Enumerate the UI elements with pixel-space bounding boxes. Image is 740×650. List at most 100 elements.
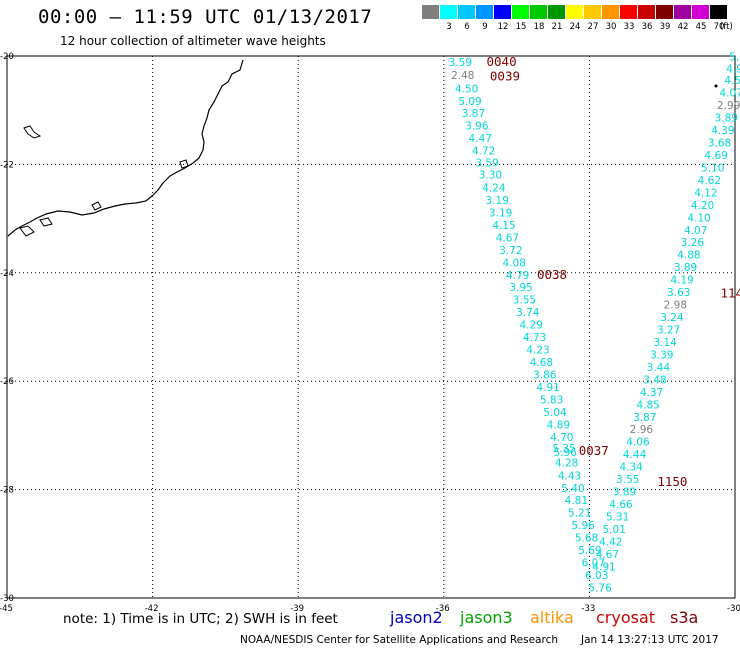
wave-height-value: 3.48 (643, 374, 666, 386)
wave-height-value: 4.23 (526, 345, 549, 357)
lon-tick-label: -33 (581, 604, 595, 614)
legend-label: 39 (659, 22, 671, 32)
wave-height-value: 5.01 (603, 524, 626, 536)
wave-height-value: 3.86 (533, 369, 557, 381)
wave-height-value: 4.73 (523, 332, 546, 344)
wave-height-value: 4.44 (623, 449, 647, 461)
lat-tick-label: -28 (0, 486, 14, 496)
legend-label: 27 (587, 22, 599, 32)
legend-label: 15 (515, 22, 527, 32)
legend-label: 33 (623, 22, 635, 32)
coastline (7, 59, 718, 237)
wave-height-value: 4.20 (691, 200, 714, 212)
pass-time-label: 0039 (490, 68, 520, 83)
legend-swatch (458, 5, 475, 19)
coastline-path (7, 59, 244, 237)
legend-swatch (620, 5, 637, 19)
wave-height-value: 3.59 (449, 57, 472, 69)
wave-height-value: 3.30 (479, 169, 502, 181)
wave-height-value: 4.28 (555, 457, 578, 469)
wave-height-value: 5.10 (701, 162, 724, 174)
wave-height-value: 4.24 (482, 183, 506, 195)
legend-label: 45 (695, 22, 707, 32)
island (91, 201, 102, 211)
wave-height-value: 3.55 (513, 295, 536, 307)
mission-label-altika: altika (530, 608, 574, 627)
legend-swatch (530, 5, 547, 19)
mission-label-s3a: s3a (670, 608, 699, 627)
wave-height-value: 4.67 (596, 549, 619, 561)
legend-unit: (ft) (720, 22, 733, 32)
wave-height-value: 3.95 (509, 282, 532, 294)
legend-swatch (710, 5, 727, 19)
lat-tick-label: -24 (0, 269, 14, 279)
wave-height-value: 4.47 (469, 133, 492, 145)
wave-height-value: 4.15 (492, 220, 515, 232)
wave-height-value: 4.89 (547, 419, 570, 431)
wave-height-value: 3.63 (667, 287, 690, 299)
wave-height-labels: 3.592.484.505.093.873.964.474.723.593.30… (449, 51, 740, 594)
lon-tick-label: -39 (290, 604, 304, 614)
wave-height-value: 5.04 (543, 407, 567, 419)
wave-height-value: 4.72 (472, 146, 495, 158)
legend-label: 42 (677, 22, 689, 32)
wave-height-value: 3.89 (613, 487, 636, 499)
wave-height-value: 3.55 (616, 474, 639, 486)
wave-height-value: 4.66 (609, 499, 633, 511)
island (23, 125, 42, 139)
wave-height-value: 3.87 (633, 412, 656, 424)
wave-height-value: 5.68 (575, 533, 598, 545)
legend-swatch (494, 5, 511, 19)
wave-height-value: 2.48 (451, 70, 474, 82)
lon-tick-label: -42 (145, 604, 159, 614)
pass-time-label: 1149 (720, 286, 740, 301)
wave-height-value: 5.4 (729, 51, 740, 63)
legend-swatch (476, 5, 493, 19)
wave-height-value: 3.27 (657, 325, 680, 337)
wave-height-value: 3.59 (475, 158, 498, 170)
wave-height-value: 4.07 (684, 225, 707, 237)
legend-swatch (548, 5, 565, 19)
wave-height-value: 3.39 (650, 349, 673, 361)
footer-note: note: 1) Time is in UTC; 2) SWH is in fe… (63, 611, 338, 627)
pass-time-label: 0040 (487, 54, 517, 69)
axis-ticks: -20-22-24-26-28-30-45 -42 -39 -36 -33 -30 (0, 52, 740, 614)
wave-height-value: 4.91 (592, 561, 615, 573)
legend-swatch (512, 5, 529, 19)
wave-height-value: 4.42 (599, 536, 622, 548)
wave-height-value: 4.10 (687, 212, 710, 224)
legend-label: 21 (551, 22, 563, 32)
map-subtitle: 12 hour collection of altimeter wave hei… (60, 34, 326, 48)
wave-height-value: 6.07 (582, 558, 605, 570)
wave-height-value: 5.40 (561, 483, 584, 495)
wave-height-value: 4.62 (698, 175, 721, 187)
legend-swatch (584, 5, 601, 19)
legend-swatch (440, 5, 457, 19)
wave-height-value: 4.39 (711, 125, 734, 137)
island-dot (714, 84, 718, 88)
wave-height-value: 4.79 (506, 270, 529, 282)
wave-height-value: 3.72 (499, 245, 522, 257)
legend-label: 30 (605, 22, 617, 32)
map-title: 00:00 – 11:59 UTC 01/13/2017 (38, 6, 373, 28)
wave-height-value: 4.85 (636, 399, 659, 411)
wave-height-value: 3.19 (489, 207, 512, 219)
generation-timestamp: Jan 14 13:27:13 UTC 2017 (581, 634, 719, 646)
legend-label: 70 (713, 22, 725, 32)
wave-height-value: 4.70 (550, 432, 573, 444)
legend-swatch (422, 5, 439, 19)
lat-tick-label: -20 (0, 52, 14, 62)
wave-height-value: 5.35 (553, 443, 576, 455)
legend-swatch (656, 5, 673, 19)
wave-height-value: 2.96 (630, 424, 654, 436)
wave-height-value: 4.50 (455, 83, 478, 95)
legend-label: 6 (464, 22, 470, 32)
legend-label: 36 (641, 22, 653, 32)
legend-swatch (674, 5, 691, 19)
wave-height-value: 5.21 (568, 508, 591, 520)
wave-height-value: 6.03 (585, 570, 608, 582)
wave-height-value: 3.89 (715, 113, 738, 125)
island (39, 217, 53, 227)
